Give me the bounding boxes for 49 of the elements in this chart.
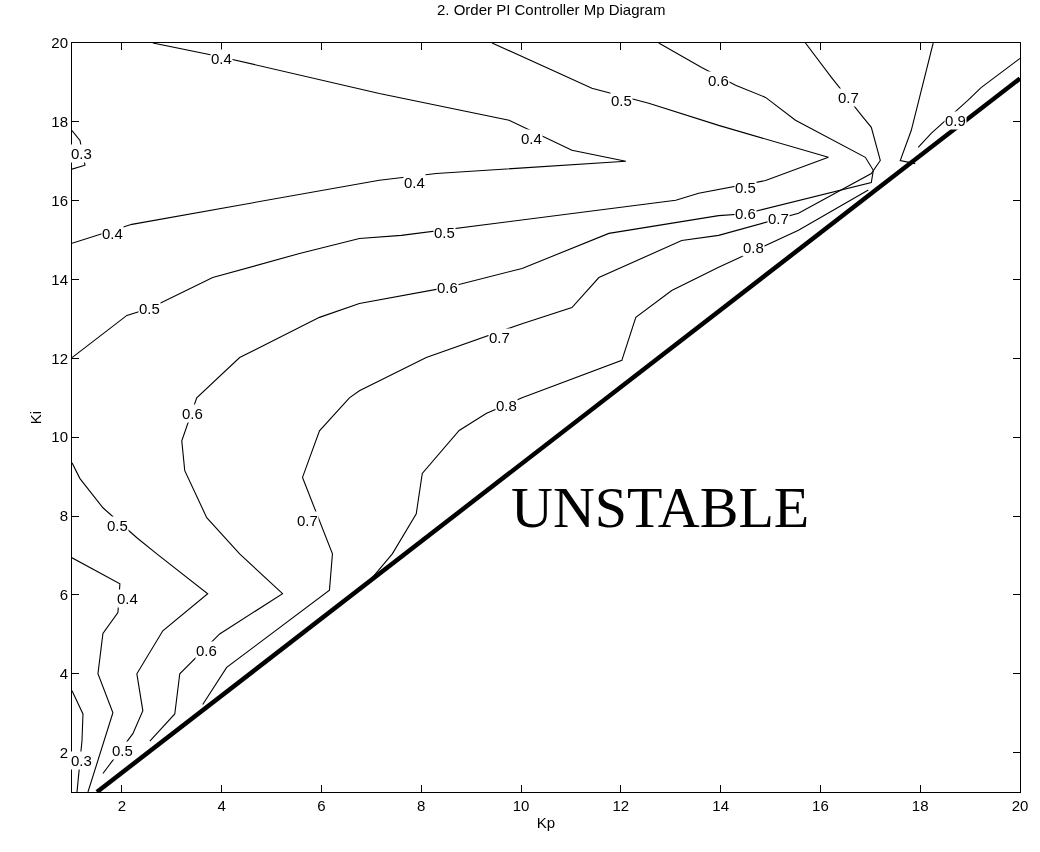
annotation: 0.3 — [71, 752, 92, 769]
annotation: 0.6 — [182, 405, 203, 422]
x-tick-label: 2 — [117, 797, 127, 814]
y-tick-label: 20 — [51, 34, 68, 52]
x-tick-label: 18 — [911, 797, 929, 814]
annotation: 0.5 — [112, 742, 133, 759]
x-tick-label: 14 — [712, 797, 729, 814]
x-tick-label: 12 — [612, 797, 630, 814]
y-tick-label: 4 — [59, 664, 68, 682]
annotation: 0.5 — [611, 92, 632, 109]
annotation: 0.4 — [102, 225, 123, 242]
x-tick-label: 10 — [512, 797, 530, 814]
y-tick-label: 6 — [59, 586, 68, 604]
y-tick-label: 8 — [59, 507, 68, 525]
annotation: 0.7 — [489, 329, 510, 346]
y-tick-label: 10 — [51, 428, 68, 446]
y-tick-label: 12 — [51, 349, 68, 367]
annotation: 0.4 — [117, 590, 138, 607]
x-axis-title: Kp — [536, 814, 556, 831]
annotation: 0.6 — [437, 279, 458, 296]
annotation: 0.4 — [521, 130, 542, 147]
annotation: 0.5 — [434, 224, 455, 241]
annotation: 0.8 — [743, 239, 764, 256]
annotation: 0.4 — [404, 174, 425, 191]
annotation: 0.6 — [196, 642, 217, 659]
annotation: 0.4 — [211, 50, 232, 67]
y-tick-label: 14 — [51, 270, 68, 288]
annotation: 0.9 — [945, 112, 966, 129]
annotation: 0.5 — [107, 517, 128, 534]
annotation: 0.5 — [139, 300, 160, 317]
y-tick-label: 18 — [51, 113, 68, 131]
y-tick-label: 2 — [59, 743, 68, 761]
annotation: 0.5 — [735, 179, 756, 196]
x-tick-label: 20 — [1011, 797, 1029, 814]
chart-title: 2. Order PI Controller Mp Diagram — [437, 0, 666, 18]
annotation: 0.8 — [496, 397, 517, 414]
annotation: 0.7 — [297, 512, 318, 529]
annotation: UNSTABLE — [511, 475, 810, 540]
x-tick-label: 4 — [217, 797, 226, 814]
annotation: 0.7 — [768, 210, 789, 227]
x-tick-label: 16 — [812, 797, 829, 814]
annotation: 0.6 — [708, 72, 729, 89]
annotation: 0.6 — [735, 205, 756, 222]
y-tick-label: 16 — [51, 191, 68, 209]
x-tick-label: 6 — [317, 797, 326, 814]
y-axis-title: Ki — [26, 410, 44, 425]
annotation: 0.3 — [71, 145, 92, 162]
x-tick-label: 8 — [417, 797, 426, 814]
annotation: 0.7 — [838, 89, 859, 106]
